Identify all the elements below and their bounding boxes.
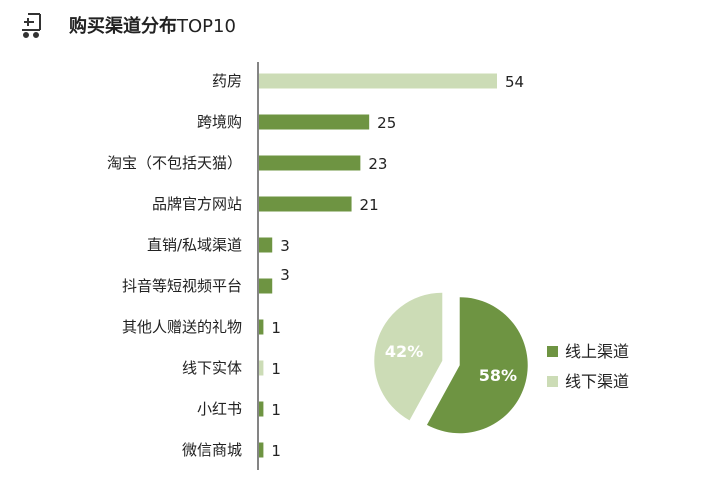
bar — [259, 319, 264, 335]
chart-title-bold: 购买渠道分布 — [69, 15, 177, 37]
category-label: 淘宝（不包括天猫） — [107, 154, 242, 172]
value-label: 23 — [368, 155, 387, 173]
legend-swatch — [547, 376, 558, 387]
bar — [259, 237, 273, 253]
pie-chart: 58% 42% — [374, 292, 528, 434]
legend-swatch — [547, 346, 558, 357]
category-label: 小红书 — [197, 400, 242, 418]
category-label: 品牌官方网站 — [152, 195, 242, 213]
bar — [259, 155, 361, 171]
bar — [259, 442, 264, 458]
bar — [259, 401, 264, 417]
bar — [259, 360, 264, 376]
pie-percent-label: 42% — [385, 342, 423, 361]
bar — [259, 278, 273, 294]
bar — [259, 73, 497, 89]
pie-slice — [426, 297, 528, 434]
bar-chart: 药房 54 跨境购 25 淘宝（不包括天猫） 23 品牌官方网站 21 直销/私域渠道 3 抖音等短… — [107, 72, 524, 460]
value-label: 1 — [271, 442, 281, 460]
value-label: 21 — [360, 196, 379, 214]
category-label: 微信商城 — [182, 441, 242, 459]
category-label: 直销/私域渠道 — [147, 236, 242, 254]
value-label: 1 — [271, 401, 281, 419]
pie-percent-label: 58% — [479, 366, 517, 385]
value-label: 1 — [271, 319, 281, 337]
value-label: 3 — [280, 237, 290, 255]
category-label: 线下实体 — [182, 359, 242, 377]
category-label: 药房 — [212, 72, 242, 90]
category-label: 其他人赠送的礼物 — [122, 318, 242, 336]
value-label: 3 — [280, 266, 290, 284]
category-label: 抖音等短视频平台 — [122, 277, 242, 295]
chart-title: 购买渠道分布TOP10 — [69, 15, 236, 37]
value-label: 1 — [271, 360, 281, 378]
bar — [259, 196, 352, 212]
bar — [259, 114, 370, 130]
legend-label: 线上渠道 — [565, 342, 629, 361]
cart-icon — [22, 13, 41, 38]
pie-slice — [374, 292, 443, 421]
category-label: 跨境购 — [197, 113, 242, 131]
chart-title-suffix: TOP10 — [176, 16, 236, 37]
legend-label: 线下渠道 — [565, 372, 629, 391]
value-label: 25 — [377, 114, 396, 132]
value-label: 54 — [505, 73, 524, 91]
